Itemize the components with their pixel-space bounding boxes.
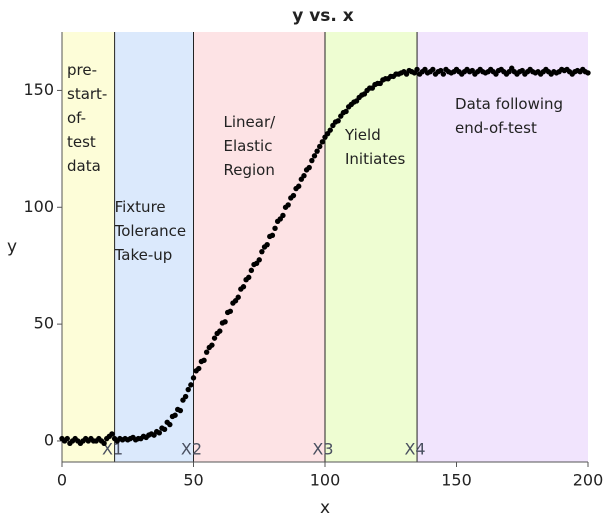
region-label-line: Take-up [114, 246, 173, 264]
point [430, 66, 436, 73]
x-tick-label: 150 [441, 471, 472, 490]
point [272, 225, 278, 232]
region [325, 32, 418, 462]
boundary-label: X2 [181, 440, 202, 459]
region-label-line: Elastic [224, 137, 273, 155]
region-label-line: test [67, 133, 96, 151]
x-axis-label: x [320, 498, 330, 518]
y-tick-label: 50 [34, 314, 54, 333]
boundary-label: X4 [404, 440, 425, 459]
point [248, 267, 255, 274]
point [227, 308, 234, 314]
y-axis-label: y [7, 237, 17, 257]
region-label-line: Fixture [115, 198, 166, 216]
point [585, 70, 591, 76]
point [240, 284, 247, 290]
point [327, 127, 333, 133]
point [209, 342, 215, 348]
point [285, 202, 291, 208]
point [217, 328, 223, 334]
x-tick-label: 0 [57, 471, 67, 490]
point [309, 157, 315, 164]
point [440, 71, 447, 77]
x-tick-label: 100 [310, 471, 341, 490]
region [417, 32, 588, 462]
point [172, 412, 178, 418]
point [335, 118, 341, 124]
point [190, 375, 197, 381]
y-tick-label: 150 [23, 80, 54, 99]
x-tick-label: 50 [183, 471, 203, 490]
region-label-line: end-of-test [455, 119, 537, 137]
point [317, 143, 323, 150]
point [156, 430, 163, 436]
point [109, 431, 115, 437]
point [235, 294, 241, 300]
point [196, 365, 202, 372]
y-tick-label: 100 [23, 197, 54, 216]
point [185, 386, 191, 393]
point [306, 164, 312, 171]
region [193, 32, 325, 462]
region-label: pre-start-of-test data [67, 61, 107, 175]
region-label-line: Initiates [345, 150, 405, 168]
region-label-line: Data following [455, 95, 563, 113]
region-label: Linear/Elastic Region [224, 113, 277, 179]
boundary-label: X3 [312, 440, 333, 459]
point [211, 335, 218, 341]
region [114, 32, 194, 462]
chart-title: y vs. x [292, 6, 354, 26]
region [62, 32, 115, 462]
point [203, 349, 210, 355]
point [414, 66, 420, 73]
region-label-line: pre- [67, 61, 97, 79]
point [319, 139, 326, 145]
region-label: Fixture Tolerance Take-up [114, 198, 187, 264]
boundary-label: X1 [102, 440, 123, 459]
point [314, 148, 320, 154]
point [301, 173, 307, 179]
point [161, 426, 168, 432]
point [259, 248, 265, 255]
point [101, 440, 107, 447]
point [290, 192, 297, 199]
point [256, 257, 262, 263]
region-label-line: of- [67, 109, 86, 127]
point [222, 319, 228, 325]
region-label-line: Linear/ [224, 113, 277, 131]
point [269, 232, 276, 239]
point [182, 393, 189, 400]
region-label: Yield Initiates [344, 126, 405, 168]
region-label-line: Region [224, 161, 275, 179]
point [311, 153, 318, 159]
region-label-line: Tolerance [114, 222, 187, 240]
point [280, 212, 286, 219]
point [264, 241, 270, 248]
y-tick-label: 0 [44, 430, 54, 449]
region-label-line: start- [67, 85, 107, 103]
x-tick-label: 200 [573, 471, 604, 490]
point [246, 274, 252, 281]
point [177, 407, 184, 414]
point [296, 183, 302, 189]
point [188, 382, 194, 388]
point [201, 357, 207, 364]
point [343, 108, 349, 115]
region-label: Data following end-of-test [455, 95, 563, 137]
region-label-line: Yield [344, 126, 381, 144]
point [167, 421, 173, 428]
region-label-line: data [67, 157, 101, 175]
point [64, 435, 70, 442]
